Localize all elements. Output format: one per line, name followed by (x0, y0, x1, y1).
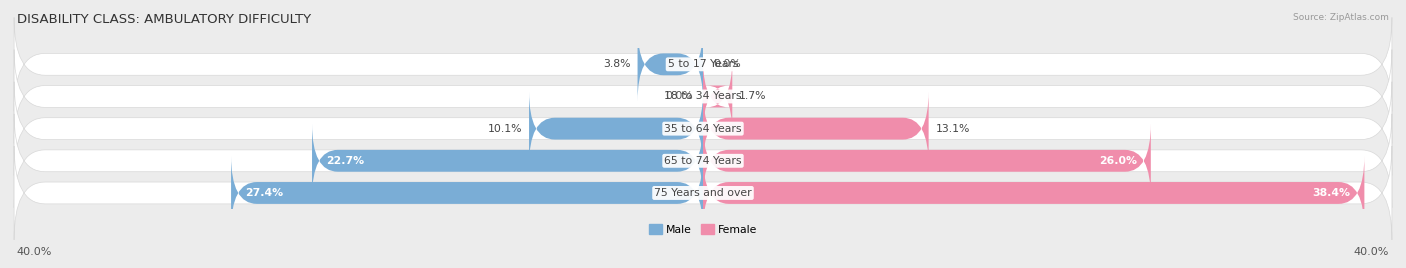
FancyBboxPatch shape (14, 17, 1392, 111)
Text: 22.7%: 22.7% (326, 156, 364, 166)
FancyBboxPatch shape (14, 114, 1392, 208)
Text: 10.1%: 10.1% (488, 124, 522, 134)
Text: 40.0%: 40.0% (1354, 247, 1389, 257)
Text: 0.0%: 0.0% (713, 59, 741, 69)
Text: 40.0%: 40.0% (17, 247, 52, 257)
Text: 3.8%: 3.8% (603, 59, 631, 69)
FancyBboxPatch shape (14, 146, 1392, 240)
FancyBboxPatch shape (14, 82, 1392, 176)
FancyBboxPatch shape (703, 59, 733, 134)
FancyBboxPatch shape (14, 50, 1392, 143)
FancyBboxPatch shape (529, 91, 703, 166)
FancyBboxPatch shape (703, 124, 1152, 198)
FancyBboxPatch shape (231, 156, 703, 230)
FancyBboxPatch shape (312, 124, 703, 198)
Text: Source: ZipAtlas.com: Source: ZipAtlas.com (1294, 13, 1389, 23)
FancyBboxPatch shape (703, 91, 928, 166)
Text: 18 to 34 Years: 18 to 34 Years (664, 91, 742, 102)
Text: 65 to 74 Years: 65 to 74 Years (664, 156, 742, 166)
Text: 75 Years and over: 75 Years and over (654, 188, 752, 198)
Text: 13.1%: 13.1% (935, 124, 970, 134)
Text: DISABILITY CLASS: AMBULATORY DIFFICULTY: DISABILITY CLASS: AMBULATORY DIFFICULTY (17, 13, 311, 27)
Text: 5 to 17 Years: 5 to 17 Years (668, 59, 738, 69)
Text: 1.7%: 1.7% (740, 91, 766, 102)
Legend: Male, Female: Male, Female (644, 220, 762, 239)
Text: 0.0%: 0.0% (665, 91, 693, 102)
FancyBboxPatch shape (703, 156, 1364, 230)
Text: 26.0%: 26.0% (1099, 156, 1137, 166)
Text: 27.4%: 27.4% (245, 188, 283, 198)
Text: 35 to 64 Years: 35 to 64 Years (664, 124, 742, 134)
FancyBboxPatch shape (637, 27, 703, 102)
Text: 38.4%: 38.4% (1313, 188, 1351, 198)
